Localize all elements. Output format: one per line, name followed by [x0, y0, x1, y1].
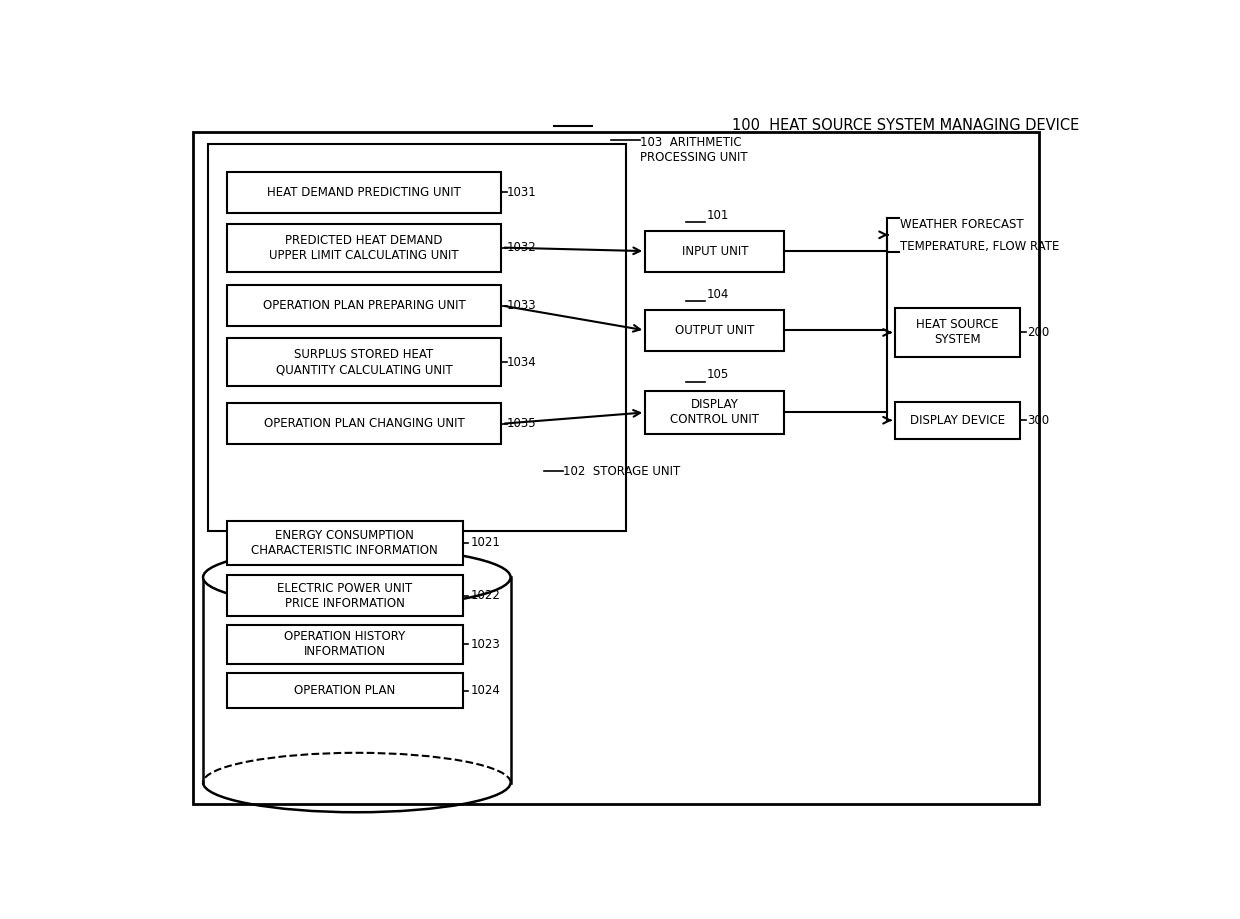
Ellipse shape — [203, 548, 511, 607]
FancyBboxPatch shape — [227, 625, 463, 664]
Text: OPERATION HISTORY
INFORMATION: OPERATION HISTORY INFORMATION — [284, 630, 405, 658]
Text: OPERATION PLAN PREPARING UNIT: OPERATION PLAN PREPARING UNIT — [263, 299, 465, 312]
FancyBboxPatch shape — [208, 143, 626, 531]
FancyBboxPatch shape — [227, 172, 501, 213]
Text: ENERGY CONSUMPTION
CHARACTERISTIC INFORMATION: ENERGY CONSUMPTION CHARACTERISTIC INFORM… — [252, 528, 438, 557]
Text: OPERATION PLAN CHANGING UNIT: OPERATION PLAN CHANGING UNIT — [264, 417, 465, 430]
Text: 1032: 1032 — [507, 241, 537, 254]
Text: WEATHER FORECAST: WEATHER FORECAST — [900, 219, 1023, 232]
Text: DISPLAY DEVICE: DISPLAY DEVICE — [910, 414, 1004, 426]
FancyBboxPatch shape — [227, 673, 463, 709]
Text: INPUT UNIT: INPUT UNIT — [682, 244, 748, 257]
Text: 1033: 1033 — [507, 299, 537, 312]
FancyBboxPatch shape — [645, 310, 785, 351]
Text: HEAT DEMAND PREDICTING UNIT: HEAT DEMAND PREDICTING UNIT — [267, 186, 461, 199]
Text: PREDICTED HEAT DEMAND
UPPER LIMIT CALCULATING UNIT: PREDICTED HEAT DEMAND UPPER LIMIT CALCUL… — [269, 233, 459, 262]
Text: HEAT SOURCE
SYSTEM: HEAT SOURCE SYSTEM — [916, 319, 998, 346]
FancyBboxPatch shape — [645, 391, 785, 435]
FancyBboxPatch shape — [227, 285, 501, 326]
Text: 1035: 1035 — [507, 417, 537, 430]
Text: 1021: 1021 — [470, 536, 500, 550]
FancyBboxPatch shape — [227, 521, 463, 564]
Text: 300: 300 — [1028, 414, 1050, 426]
Text: SURPLUS STORED HEAT
QUANTITY CALCULATING UNIT: SURPLUS STORED HEAT QUANTITY CALCULATING… — [275, 348, 453, 376]
Text: 102  STORAGE UNIT: 102 STORAGE UNIT — [563, 465, 681, 478]
Text: ELECTRIC POWER UNIT
PRICE INFORMATION: ELECTRIC POWER UNIT PRICE INFORMATION — [278, 582, 413, 609]
Text: 100  HEAT SOURCE SYSTEM MANAGING DEVICE: 100 HEAT SOURCE SYSTEM MANAGING DEVICE — [732, 119, 1079, 133]
Text: TEMPERATURE, FLOW RATE: TEMPERATURE, FLOW RATE — [900, 240, 1059, 253]
FancyBboxPatch shape — [227, 338, 501, 386]
Text: OPERATION PLAN: OPERATION PLAN — [294, 684, 396, 697]
FancyBboxPatch shape — [227, 575, 463, 617]
Text: 1022: 1022 — [470, 589, 500, 602]
Text: 103  ARITHMETIC
PROCESSING UNIT: 103 ARITHMETIC PROCESSING UNIT — [640, 136, 748, 165]
Text: 1034: 1034 — [507, 356, 537, 369]
Text: 101: 101 — [707, 209, 729, 221]
FancyBboxPatch shape — [645, 231, 785, 272]
FancyBboxPatch shape — [895, 402, 1019, 438]
FancyBboxPatch shape — [895, 309, 1019, 357]
Text: 104: 104 — [707, 288, 729, 301]
Text: OUTPUT UNIT: OUTPUT UNIT — [675, 323, 754, 337]
Text: 1023: 1023 — [470, 638, 500, 651]
Text: 105: 105 — [707, 369, 729, 381]
FancyBboxPatch shape — [193, 131, 1039, 804]
FancyBboxPatch shape — [227, 403, 501, 444]
Text: 200: 200 — [1028, 326, 1050, 339]
Text: 1024: 1024 — [470, 684, 500, 697]
Text: DISPLAY
CONTROL UNIT: DISPLAY CONTROL UNIT — [671, 399, 759, 426]
FancyBboxPatch shape — [227, 223, 501, 272]
Text: 1031: 1031 — [507, 186, 537, 199]
